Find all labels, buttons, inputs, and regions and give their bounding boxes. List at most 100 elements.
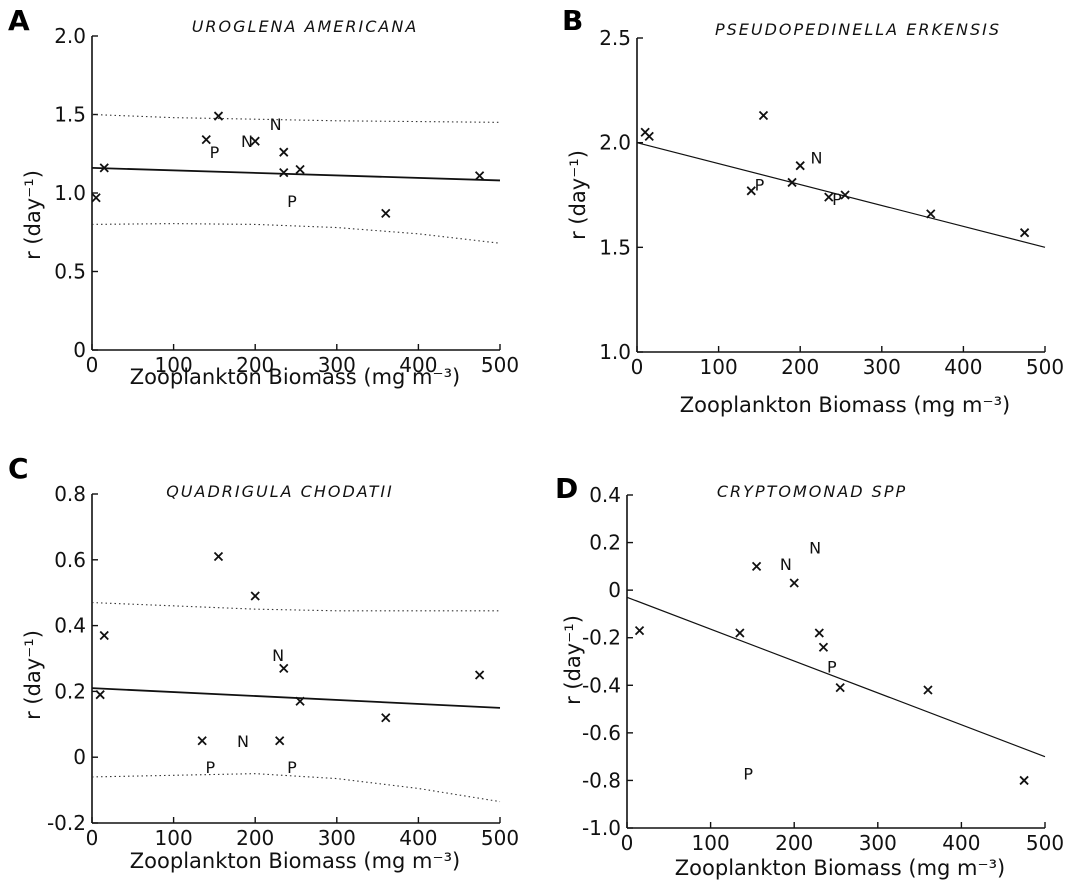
panel-b-data-point xyxy=(795,161,805,171)
panel-a-x-tick-label: 0 xyxy=(86,353,99,377)
panel-a-x-tick-label: 200 xyxy=(236,353,274,377)
panel-c-y-tick-label: 0.6 xyxy=(54,548,86,572)
panel-a-x-tick-label: 100 xyxy=(155,353,193,377)
panel-c-data-point xyxy=(295,696,305,706)
panel-b-data-point xyxy=(926,209,936,219)
panel-b-data-point xyxy=(644,131,654,142)
panel-a-confidence-upper xyxy=(91,113,501,123)
panel-a-data-point-n: N xyxy=(241,132,253,151)
panel-c-data-point xyxy=(95,690,105,700)
panel-b-data-point xyxy=(1019,228,1030,238)
panel-c-x-tick-label: 300 xyxy=(318,826,356,850)
panel-a-data-point xyxy=(279,147,289,157)
panel-a-x-tick-label: 500 xyxy=(481,353,519,377)
panel-a-data-point xyxy=(295,164,305,175)
panel-a-data-point-p: P xyxy=(210,143,220,162)
panel-c-x-tick-label: 500 xyxy=(481,826,519,850)
panel-d-data-point xyxy=(751,561,762,571)
panel-d-y-tick-label: -0.4 xyxy=(582,673,621,697)
panel-c-data-point xyxy=(275,736,285,746)
panel-b-y-tick-label: 2.5 xyxy=(599,26,631,50)
panel-d-y-tick-label: -0.8 xyxy=(582,768,621,792)
panel-a-data-point xyxy=(474,171,485,181)
panel-b-data-point-n: N xyxy=(811,148,823,167)
panel-b-y-tick-label: 2.0 xyxy=(599,131,631,155)
panel-c-y-tick-label: 0.4 xyxy=(54,614,86,638)
panel-c-x-tick-label: 100 xyxy=(155,826,193,850)
panel-a-x-tick-label: 400 xyxy=(399,353,437,377)
panel-b-data-point-p: P xyxy=(832,190,842,209)
panel-b-data-point xyxy=(787,177,797,188)
panel-c-data-point-n: N xyxy=(272,646,284,665)
panel-d-x-tick-label: 300 xyxy=(859,831,897,855)
panel-c-y-tick-label: 0.8 xyxy=(54,482,86,506)
panel-b-y-tick-label: 1.0 xyxy=(599,340,631,364)
panel-a-data-point-p: P xyxy=(287,192,297,211)
panel-d: D CRYPTOMONAD SPP 0 100 200 300 400 500 -1.0 -0… xyxy=(555,472,1064,880)
panel-a-y-tick-label: 2.0 xyxy=(54,24,86,48)
panel-b: B PSEUDOPEDINELLA ERKENSIS 0 100 200 300 400… xyxy=(562,4,1064,417)
panel-d-y-tick-label: 0.2 xyxy=(589,531,621,555)
panel-a: A UROGLENA AMERICANA 0 100 200 300 400 500 0 0.… xyxy=(8,4,519,389)
panel-a-x-tick-label: 300 xyxy=(318,353,356,377)
panel-d-y-tick-label: 0 xyxy=(608,578,621,602)
panel-c-confidence-lower xyxy=(91,773,501,803)
panel-c-xlabel: Zooplankton Biomass (mg m⁻³) xyxy=(130,849,460,873)
panel-d-regression-line xyxy=(626,596,1046,758)
panel-a-y-tick-label: 0.5 xyxy=(54,260,86,284)
panel-c-data-point xyxy=(250,591,260,601)
panel-d-x-tick-label: 0 xyxy=(621,831,634,855)
panel-d-y-tick-label: -0.2 xyxy=(582,626,621,650)
panel-c-y-tick-label: 0 xyxy=(73,745,86,769)
panel-b-title: PSEUDOPEDINELLA ERKENSIS xyxy=(715,20,1001,39)
panel-c: C QUADRIGULA CHODATII 0 100 200 300 400 500 -0… xyxy=(8,452,519,873)
panel-b-regression-line xyxy=(636,142,1046,248)
panel-c-data-point-p: P xyxy=(287,758,297,777)
panel-c-x-tick-label: 400 xyxy=(399,826,437,850)
panel-c-ylabel: r (day⁻¹) xyxy=(21,630,45,720)
panel-d-data-point xyxy=(789,578,799,588)
panel-b-ylabel: r (day⁻¹) xyxy=(566,150,590,240)
panel-d-y-tick-label: -1.0 xyxy=(582,816,621,840)
panel-d-y-tick-label: -0.6 xyxy=(582,721,621,745)
panel-c-data-point-p: P xyxy=(205,758,215,777)
panel-a-regression-line xyxy=(91,166,501,182)
panel-a-data-point xyxy=(91,193,101,203)
panel-b-x-tick-label: 100 xyxy=(700,355,738,379)
panel-a-ylabel: r (day⁻¹) xyxy=(21,170,45,260)
panel-a-confidence-lower xyxy=(91,223,501,244)
panel-d-ylabel: r (day⁻¹) xyxy=(561,615,585,705)
panel-a-data-point xyxy=(279,167,289,178)
panel-a-y-tick-label: 1.5 xyxy=(54,103,86,127)
panel-b-xlabel: Zooplankton Biomass (mg m⁻³) xyxy=(680,393,1010,417)
panel-c-data-point xyxy=(197,736,207,746)
panel-a-data-point-n: N xyxy=(270,115,282,134)
panel-a-data-point xyxy=(99,163,109,173)
panel-d-x-tick-label: 200 xyxy=(775,831,813,855)
panel-d-data-point xyxy=(818,642,829,652)
panel-b-data-point xyxy=(746,186,756,196)
panel-d-x-tick-label: 400 xyxy=(942,831,980,855)
panel-a-plot: 0 100 200 300 400 500 0 0.5 1.0 1.5 2.0 P P NN xyxy=(54,24,519,377)
panel-d-data-point xyxy=(735,628,745,638)
panel-a-data-point xyxy=(381,208,391,219)
panel-b-letter: B xyxy=(562,4,583,37)
panel-c-letter: C xyxy=(8,452,29,485)
panel-d-data-point xyxy=(634,625,645,636)
panel-b-data-point-p: P xyxy=(755,176,765,195)
panel-c-data-point xyxy=(474,670,485,680)
panel-c-data-point-n: N xyxy=(237,732,249,751)
panel-d-title: CRYPTOMONAD SPP xyxy=(717,482,907,501)
panel-c-x-tick-label: 0 xyxy=(86,826,99,850)
panel-a-data-point xyxy=(201,134,211,145)
panel-d-data-point-n: N xyxy=(809,538,821,557)
panel-b-data-point xyxy=(758,110,769,121)
panel-d-data-point xyxy=(923,685,933,695)
panel-d-x-tick-label: 100 xyxy=(692,831,730,855)
panel-d-xlabel: Zooplankton Biomass (mg m⁻³) xyxy=(675,856,1005,880)
panel-c-data-point xyxy=(381,713,391,723)
panel-d-data-point-p: P xyxy=(743,764,753,783)
panel-d-data-point-p: P xyxy=(827,657,837,676)
panel-a-letter: A xyxy=(8,4,30,37)
